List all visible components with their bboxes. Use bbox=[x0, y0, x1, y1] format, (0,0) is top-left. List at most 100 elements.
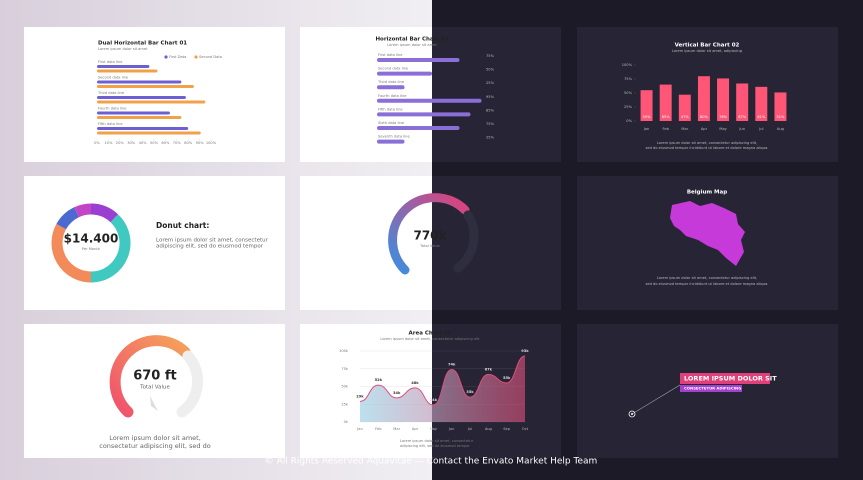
y-tick-label: 25k bbox=[341, 402, 349, 406]
x-tick-label: Jul bbox=[758, 127, 763, 131]
bar bbox=[97, 69, 158, 73]
bar bbox=[377, 112, 471, 117]
value-label: 50% bbox=[486, 68, 495, 72]
legend-label: First Data bbox=[169, 55, 186, 59]
x-tick-label: 80% bbox=[184, 141, 193, 145]
category-label: Fifth data line bbox=[378, 107, 403, 111]
donut-segment bbox=[56, 207, 80, 230]
x-tick-label: 60% bbox=[161, 141, 170, 145]
subtitle: Lorem ipsum dolor sit amet, consectetur … bbox=[380, 337, 480, 341]
x-tick-label: Aug bbox=[485, 427, 492, 431]
bar bbox=[97, 111, 170, 115]
y-tick-label: 0k bbox=[344, 420, 349, 424]
value-label: 61% bbox=[757, 115, 766, 119]
value-label: 76% bbox=[719, 115, 728, 119]
gauge-track bbox=[453, 210, 479, 273]
value-label: 55% bbox=[643, 115, 652, 119]
category-label: First data line bbox=[98, 60, 123, 64]
title: Belgium Map bbox=[687, 190, 727, 196]
category-label: Fourth data line bbox=[378, 94, 407, 98]
value-label: 34k bbox=[393, 391, 401, 395]
category-label: Third data line bbox=[377, 80, 405, 84]
bar bbox=[755, 86, 768, 121]
category-label: Second data line bbox=[98, 76, 129, 80]
title: Vertical Bar Chart 02 bbox=[675, 43, 740, 49]
panels bbox=[24, 27, 838, 458]
x-tick-label: 30% bbox=[127, 141, 136, 145]
value-label: 67k bbox=[485, 367, 493, 371]
subtitle: Lorem ipsum dolor sit amet bbox=[98, 47, 148, 51]
map-shape bbox=[670, 201, 745, 266]
value-label: 51% bbox=[776, 115, 785, 119]
value-label: 93k bbox=[521, 349, 529, 353]
x-tick-label: May bbox=[719, 127, 727, 131]
x-tick-label: 20% bbox=[116, 141, 125, 145]
x-tick-label: Oct bbox=[522, 427, 529, 431]
bar bbox=[97, 116, 182, 119]
x-tick-label: Sep bbox=[503, 427, 510, 431]
value-label: 75% bbox=[486, 122, 495, 126]
bar bbox=[97, 80, 182, 84]
x-tick-label: 40% bbox=[139, 141, 148, 145]
area-line bbox=[359, 355, 526, 406]
value-label: 24k bbox=[430, 398, 438, 402]
x-tick-label: 90% bbox=[196, 141, 205, 145]
gauge-value: 670 ft bbox=[133, 369, 177, 384]
x-tick-label: Apr bbox=[701, 127, 708, 131]
bar bbox=[97, 127, 189, 130]
body: sed do eiusmod tempor incididunt ut labo… bbox=[646, 282, 769, 286]
body: Lorem ipsum dolor sit amet, consectetur bbox=[400, 439, 474, 443]
category-label: Third data line bbox=[97, 91, 125, 95]
donut-segment bbox=[74, 203, 92, 218]
x-tick-label: Jun bbox=[738, 127, 745, 131]
x-tick-label: Apr bbox=[412, 427, 419, 431]
bar bbox=[678, 94, 691, 121]
y-tick-label: 100k bbox=[339, 349, 349, 353]
x-tick-label: Jul bbox=[467, 427, 472, 431]
value-label: 67% bbox=[738, 115, 747, 119]
bar bbox=[697, 76, 710, 121]
panel bbox=[432, 27, 561, 162]
gauge-needle bbox=[150, 396, 158, 411]
x-tick-label: May bbox=[430, 427, 438, 431]
bar bbox=[97, 85, 194, 88]
value-label: 29k bbox=[356, 394, 364, 398]
callout-line bbox=[631, 384, 681, 415]
y-tick-label: 100% bbox=[622, 63, 633, 67]
footer: © All Rights Reserved Aquavitae — Contac… bbox=[265, 457, 598, 467]
category-label: First data line bbox=[378, 53, 403, 57]
panel bbox=[24, 27, 285, 162]
bar bbox=[659, 84, 672, 121]
x-tick-label: Feb bbox=[375, 427, 382, 431]
value-label: 55k bbox=[503, 376, 511, 380]
value-label: 75% bbox=[486, 54, 495, 58]
bar bbox=[97, 100, 206, 104]
body: consectetur adipiscing elit, sed do bbox=[99, 442, 211, 450]
value-label: 25% bbox=[486, 136, 495, 140]
y-tick-label: 50k bbox=[341, 385, 349, 389]
value-label: 52k bbox=[375, 378, 383, 382]
gauge-arc bbox=[109, 335, 191, 418]
bar bbox=[377, 71, 432, 76]
bar bbox=[377, 126, 460, 130]
gauge-track bbox=[176, 350, 204, 418]
title: Dual Horizontal Bar Chart 01 bbox=[98, 41, 187, 47]
bar bbox=[377, 139, 405, 144]
subtitle: Lorem ipsum dolor sit amet bbox=[387, 43, 437, 47]
value-label: 25% bbox=[486, 81, 495, 85]
bar bbox=[97, 65, 150, 68]
body: Lorem ipsum dolor sit amet, consectetur … bbox=[657, 141, 757, 145]
body: adipiscing elit, sed do eiusmod tempor bbox=[400, 444, 470, 448]
body: Lorem ipsum dolor sit amet, bbox=[109, 434, 201, 442]
bar bbox=[717, 78, 730, 121]
x-tick-label: 100% bbox=[206, 141, 217, 145]
y-tick-label: 75% bbox=[624, 77, 633, 81]
x-tick-label: Feb bbox=[663, 127, 670, 131]
body: Lorem ipsum dolor sit amet, consectetur … bbox=[657, 276, 757, 280]
bar bbox=[97, 131, 201, 135]
value-label: 35k bbox=[466, 390, 474, 394]
legend-label: Second Data bbox=[199, 55, 222, 59]
donut-segment bbox=[90, 214, 131, 283]
body: sed do eiusmod tempor incididunt ut labo… bbox=[646, 146, 769, 150]
